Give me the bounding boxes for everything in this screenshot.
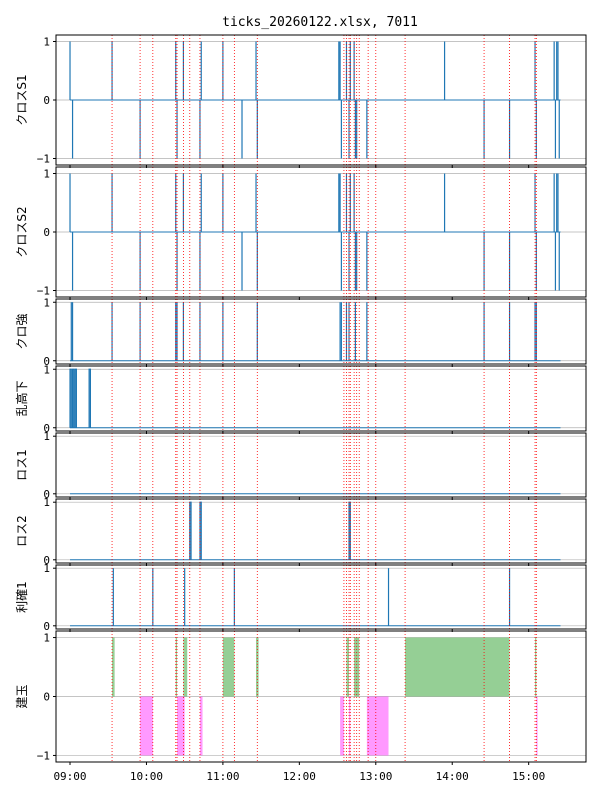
y-tick-label: 1	[43, 36, 50, 49]
y-tick-label: 0	[43, 554, 50, 567]
y-tick-label: 1	[43, 363, 50, 376]
x-tick-label: 14:00	[436, 770, 469, 783]
x-tick-label: 15:00	[512, 770, 545, 783]
short-position-area	[199, 696, 203, 756]
axes-frame	[55, 298, 587, 365]
long-position-area	[183, 637, 188, 697]
y-axis-label: クロスS1	[15, 74, 29, 125]
long-position-area	[112, 637, 115, 697]
short-position-area	[536, 696, 538, 756]
y-tick-label: 0	[43, 488, 50, 501]
long-position-area	[346, 637, 350, 697]
signal-step	[88, 368, 91, 428]
y-axis-label: 利確1	[14, 581, 29, 613]
x-tick-label: 12:00	[283, 770, 316, 783]
panel-3: 0 1 クロ強	[15, 296, 587, 368]
short-position-area	[140, 696, 153, 756]
y-tick-label: 1	[43, 296, 50, 309]
y-tick-label: 1	[43, 562, 50, 575]
panel-4: 0 1 乱高下	[14, 363, 587, 435]
axes-frame	[55, 365, 587, 432]
long-position-area	[175, 637, 178, 697]
y-tick-label: 1	[43, 168, 50, 181]
signal-step	[189, 501, 192, 560]
y-axis-label: ロス2	[15, 515, 29, 547]
y-axis-label: ロス1	[15, 449, 29, 481]
y-tick-label: −1	[37, 749, 50, 762]
axes-frame	[55, 498, 587, 564]
y-tick-label: 0	[43, 691, 50, 704]
panel-5: 0 1 ロス1	[15, 430, 587, 501]
y-tick-label: 0	[43, 94, 50, 107]
signal-step	[69, 368, 72, 428]
short-position-area	[340, 696, 344, 756]
long-position-area	[405, 637, 510, 697]
short-position-area	[177, 696, 185, 756]
x-tick-label: 13:00	[359, 770, 392, 783]
panel-6: 0 1 ロス2	[15, 496, 587, 567]
long-position-area	[535, 637, 537, 697]
panel-2: −1 0 1 クロスS2	[15, 166, 587, 300]
x-tick-label: 10:00	[130, 770, 163, 783]
signal-step	[74, 368, 77, 428]
panel-1: −1 0 1 クロスS1	[15, 34, 587, 168]
y-tick-label: 0	[43, 422, 50, 435]
signal-step	[348, 501, 351, 560]
y-tick-label: 1	[43, 632, 50, 645]
y-axis-label: 乱高下	[14, 380, 29, 416]
y-tick-label: 1	[43, 430, 50, 443]
short-position-area	[349, 696, 351, 756]
y-axis-label: クロスS2	[15, 206, 29, 257]
y-tick-label: 0	[43, 355, 50, 368]
x-tick-label: 09:00	[53, 770, 86, 783]
y-tick-label: −1	[37, 153, 50, 166]
signal-step	[71, 368, 75, 428]
y-axis-label: 建玉	[15, 684, 29, 708]
y-tick-label: 0	[43, 620, 50, 633]
x-tick-label: 11:00	[206, 770, 239, 783]
y-tick-label: 0	[43, 226, 50, 239]
panel-7: 0 1 利確1	[14, 562, 587, 633]
panels: −101クロスS1−101クロスS201クロ強01乱高下01ロス101ロス201…	[14, 34, 587, 783]
y-axis-label: クロ強	[15, 313, 29, 349]
panel-8: −1 0 1 建玉	[15, 630, 587, 765]
axes-frame	[55, 564, 587, 630]
axes-frame	[55, 432, 587, 498]
signal-step	[199, 501, 202, 560]
y-tick-label: −1	[37, 285, 50, 298]
long-position-area	[222, 637, 235, 697]
chart-title: ticks_20260122.xlsx, 7011	[222, 15, 418, 30]
short-position-area	[366, 696, 389, 756]
y-tick-label: 1	[43, 496, 50, 509]
